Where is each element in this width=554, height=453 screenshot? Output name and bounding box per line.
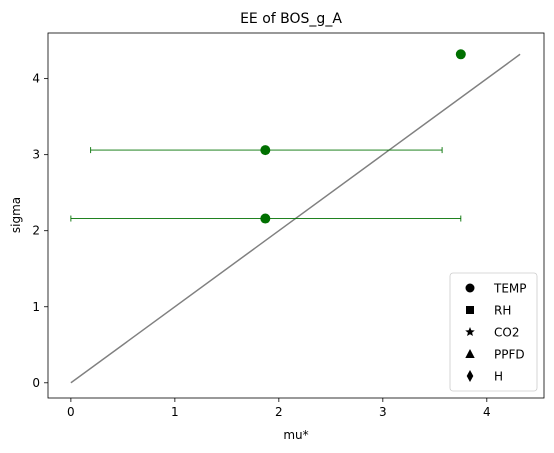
x-tick-label: 4 <box>483 405 491 419</box>
legend-marker-diamond-icon <box>466 370 474 382</box>
y-tick-label: 4 <box>32 72 40 86</box>
legend-marker-star-icon <box>465 327 475 337</box>
x-axis-label: mu* <box>283 428 308 442</box>
legend-item: RH <box>466 304 511 318</box>
chart-title: EE of BOS_g_A <box>240 11 342 27</box>
legend-item: TEMP <box>465 282 527 296</box>
legend-marker-circle-icon <box>465 283 475 293</box>
legend-label: TEMP <box>493 282 527 296</box>
legend-label: CO2 <box>494 326 519 340</box>
legend-item: H <box>466 370 503 384</box>
y-tick-label: 1 <box>32 300 40 314</box>
x-tick-label: 1 <box>171 405 179 419</box>
legend-item: CO2 <box>465 326 519 340</box>
legend-marker-triangle-icon <box>465 349 475 358</box>
plot-frame <box>47 32 545 399</box>
x-tick-label: 3 <box>379 405 387 419</box>
y-tick-label: 2 <box>32 224 40 238</box>
x-tick-label: 2 <box>275 405 283 419</box>
data-point <box>260 213 271 224</box>
y-axis-label: sigma <box>9 197 23 233</box>
data-point <box>455 49 466 60</box>
legend-label: PPFD <box>494 348 525 362</box>
legend-label: RH <box>494 304 511 318</box>
legend-marker-square-icon <box>466 306 474 314</box>
y-tick-label: 0 <box>32 376 40 390</box>
data-point <box>260 145 271 156</box>
legend: TEMP RH CO2 PPFD H <box>449 272 538 392</box>
legend-item: PPFD <box>465 348 525 362</box>
legend-label: H <box>494 370 503 384</box>
x-tick-label: 0 <box>67 405 75 419</box>
y-tick-label: 3 <box>32 148 40 162</box>
legend-frame <box>449 272 538 392</box>
